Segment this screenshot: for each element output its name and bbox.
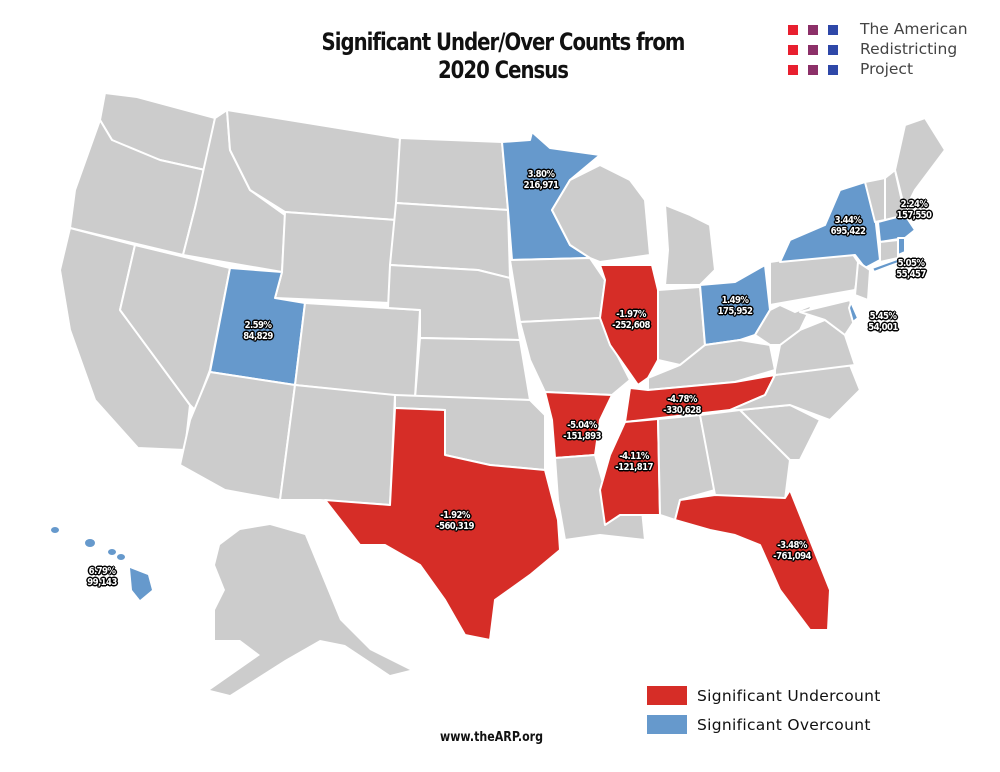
state-maine xyxy=(894,117,946,211)
legend-label-overcount: Significant Overcount xyxy=(697,715,871,734)
state-massachusetts xyxy=(877,214,916,243)
state-michigan xyxy=(664,204,716,286)
logo-square xyxy=(788,65,798,75)
label-mississippi: -4.11% -121,817 xyxy=(615,451,653,473)
state-north-dakota xyxy=(395,137,509,211)
logo-text-line-3: Project xyxy=(860,60,914,78)
logo-square xyxy=(808,25,818,35)
label-ohio: 1.49% 175,952 xyxy=(717,295,753,317)
logo-square xyxy=(788,25,798,35)
label-rhode-island: 5.05% 55,457 xyxy=(896,258,926,280)
map-title: Significant Under/Over Counts from 2020 … xyxy=(321,28,686,84)
label-texas: -1.92% -560,319 xyxy=(436,510,474,532)
logo-text-line-1: The American xyxy=(860,20,968,38)
state-wyoming xyxy=(274,211,397,304)
logo-square xyxy=(808,45,818,55)
logo-square xyxy=(828,45,838,55)
arp-logo: The American Redistricting Project xyxy=(788,20,988,82)
state-colorado xyxy=(294,302,421,399)
overcount-swatch xyxy=(647,715,687,734)
state-hawaii xyxy=(51,527,152,600)
logo-square xyxy=(788,45,798,55)
legend-label-undercount: Significant Undercount xyxy=(697,686,881,705)
state-maryland xyxy=(799,299,856,336)
state-louisiana xyxy=(554,454,646,541)
label-hawaii: 6.79% 99,143 xyxy=(87,566,117,588)
state-rhode-island xyxy=(897,237,906,256)
label-tennessee: -4.78% -330,628 xyxy=(663,394,701,416)
legend-item-undercount: Significant Undercount xyxy=(647,681,881,710)
state-delaware xyxy=(848,301,859,323)
label-minnesota: 3.80% 216,971 xyxy=(523,169,559,191)
state-alaska xyxy=(210,525,410,695)
state-florida xyxy=(674,489,831,631)
logo-square xyxy=(808,65,818,75)
logo-text-line-2: Redistricting xyxy=(860,40,958,58)
state-west-virginia xyxy=(754,304,813,346)
label-massachusetts: 2.24% 157,550 xyxy=(896,199,932,221)
label-florida: -3.48% -761,094 xyxy=(773,540,811,562)
state-illinois xyxy=(599,264,659,386)
footer-url: www.theARP.org xyxy=(440,730,544,745)
state-new-jersey xyxy=(854,261,871,301)
state-wisconsin xyxy=(551,164,651,263)
state-kansas xyxy=(414,337,531,401)
state-iowa xyxy=(509,257,606,323)
label-utah: 2.59% 84,829 xyxy=(243,320,273,342)
legend: Significant Undercount Significant Overc… xyxy=(647,681,881,739)
state-texas xyxy=(324,407,561,641)
logo-square xyxy=(828,25,838,35)
label-arkansas: -5.04% -151,893 xyxy=(563,420,601,442)
legend-item-overcount: Significant Overcount xyxy=(647,710,881,739)
label-illinois: -1.97% -252,608 xyxy=(612,309,650,331)
label-new-york: 3.44% 695,422 xyxy=(830,215,866,237)
logo-square xyxy=(828,65,838,75)
label-delaware: 5.45% 54,001 xyxy=(868,311,898,333)
undercount-swatch xyxy=(647,686,687,705)
long-island xyxy=(871,257,901,273)
state-new-mexico xyxy=(279,384,396,506)
